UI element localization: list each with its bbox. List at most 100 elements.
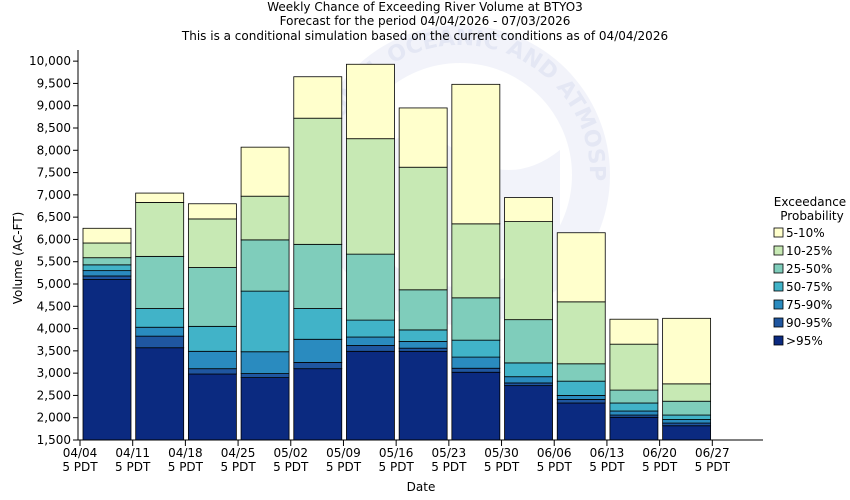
bar-segment-25-50pct [135,255,185,309]
bar-segment-50-75pct [451,339,501,358]
x-tick-date-label: 04/18 [168,446,203,460]
x-tick-date-label: 06/20 [642,446,677,460]
y-tick-label: 1,500 [37,433,71,447]
bar-segment-5-10pct [504,197,553,223]
bar-segment-90-95pct [240,373,290,378]
legend-swatch [773,281,784,292]
bar-segment-90-95pct [398,347,448,352]
x-tick-date-label: 05/23 [432,446,467,460]
bar-segment-gt-95pct [398,350,448,441]
bar-segment-10-25pct [240,195,290,241]
bar-segment-50-75pct [609,402,659,412]
bar-segment-90-95pct [187,368,237,375]
bar-segment-50-75pct [82,264,132,272]
bar-series-group [82,63,712,441]
bar-segment-10-25pct [293,117,343,245]
bar-segment-10-25pct [346,138,395,255]
x-tick-time-label: 5 PDT [62,460,98,474]
bar-segment-5-10pct [187,203,237,220]
chart-title-line-3: This is a conditional simulation based o… [181,29,668,43]
bar-segment-75-90pct [609,410,659,416]
x-tick-time-label: 5 PDT [168,460,204,474]
legend-title-line-1: Exceedance [774,195,846,209]
legend-swatch [773,317,784,328]
x-axis-label: Date [407,480,436,494]
legend-item-label: 75-90% [786,298,832,312]
bar-segment-50-75pct [398,329,448,342]
bar-segment-10-25pct [451,223,501,299]
y-axis: 1,500 2,000 2,500 3,000 3,500 4,000 4,500 5,000… [29,50,79,447]
bar-segment-25-50pct [346,253,395,321]
bar-segment-25-50pct [82,257,132,266]
bar-week-05-16 [398,107,448,441]
bar-week-05-30 [504,197,553,441]
bar-week-06-06 [556,232,606,441]
bar-segment-75-90pct [82,270,132,277]
y-tick-label: 8,500 [37,121,71,135]
y-tick-label: 9,000 [37,99,71,113]
bar-segment-25-50pct [556,363,606,382]
bar-segment-25-50pct [504,319,553,364]
bar-segment-5-10pct [556,232,606,303]
chart-title-line-2: Forecast for the period 04/04/2026 - 07/… [280,14,571,28]
y-tick-label: 7,500 [37,166,71,180]
legend-item-label: >95% [786,334,823,348]
bar-week-05-23 [451,83,501,441]
bar-segment-gt-95pct [346,350,395,441]
x-tick-date-label: 05/02 [273,446,308,460]
bar-segment-gt-95pct [82,279,132,441]
y-axis-label: Volume (AC-FT) [11,212,25,305]
bar-segment-5-10pct [240,146,290,197]
x-tick-time-label: 5 PDT [326,460,362,474]
x-tick-time-label: 5 PDT [273,460,309,474]
x-tick-date-label: 04/11 [115,446,150,460]
y-tick-label: 7,000 [37,188,71,202]
bar-segment-75-90pct [346,336,395,346]
bar-segment-5-10pct [82,227,132,244]
x-tick-time-label: 5 PDT [642,460,678,474]
legend-item-label: 25-50% [786,262,832,276]
bar-week-06-20 [662,317,712,441]
bar-segment-90-95pct [82,275,132,280]
bar-segment-10-25pct [556,301,606,365]
bar-week-04-04 [82,227,132,441]
y-tick-label: 2,500 [37,388,71,402]
bar-segment-gt-95pct [556,402,606,441]
x-tick-date-label: 05/09 [326,446,361,460]
y-tick-label: 4,000 [37,322,71,336]
bar-segment-25-50pct [293,243,343,309]
x-tick-date-label: 04/04 [63,446,98,460]
x-tick-time-label: 5 PDT [484,460,520,474]
bar-segment-gt-95pct [609,416,659,441]
legend-swatch [773,335,784,346]
bar-segment-75-90pct [240,351,290,374]
bar-segment-gt-95pct [240,377,290,441]
y-tick-label: 6,000 [37,232,71,246]
bar-segment-90-95pct [504,382,553,387]
bar-week-04-25 [240,146,290,441]
bar-segment-gt-95pct [293,368,343,441]
bar-segment-gt-95pct [451,371,501,441]
legend: Exceedance Probability 5-10% 10-25% 25-50%… [773,195,846,348]
bar-segment-90-95pct [451,367,501,373]
bar-segment-10-25pct [504,221,553,321]
bar-segment-25-50pct [662,400,712,416]
bar-segment-90-95pct [556,399,606,404]
bar-segment-25-50pct [187,267,237,327]
legend-item-label: 10-25% [786,244,832,258]
bar-segment-90-95pct [662,422,712,427]
y-tick-label: 2,000 [37,411,71,425]
bar-segment-75-90pct [556,395,606,400]
y-tick-label: 9,500 [37,76,71,90]
chart-title: Weekly Chance of Exceeding River Volume … [181,0,668,43]
y-tick-label: 3,000 [37,366,71,380]
bar-week-05-09 [346,63,395,441]
x-tick-date-label: 05/16 [379,446,414,460]
bar-segment-gt-95pct [187,373,237,441]
bar-segment-75-90pct [135,326,185,337]
bar-segment-25-50pct [398,289,448,331]
x-tick-time-label: 5 PDT [379,460,415,474]
y-tick-label: 5,000 [37,277,71,291]
bar-segment-90-95pct [346,345,395,352]
